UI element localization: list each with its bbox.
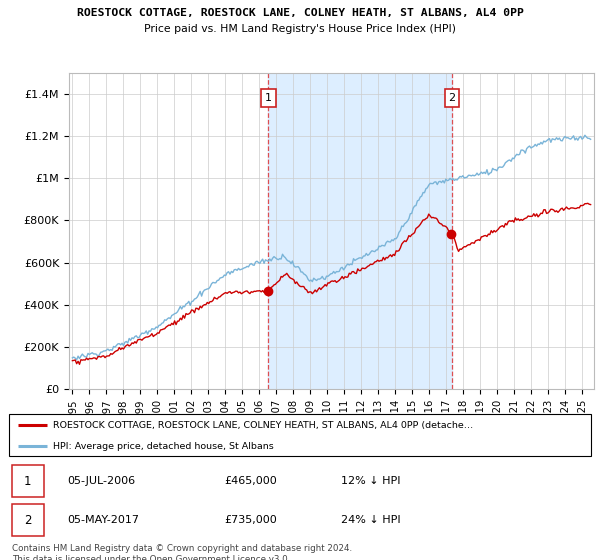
Text: £465,000: £465,000 — [224, 476, 277, 486]
Bar — [268, 73, 452, 389]
Text: 2: 2 — [24, 514, 32, 526]
Bar — [12, 465, 44, 497]
Text: ROESTOCK COTTAGE, ROESTOCK LANE, COLNEY HEATH, ST ALBANS, AL4 0PP: ROESTOCK COTTAGE, ROESTOCK LANE, COLNEY … — [77, 8, 523, 18]
Text: 2: 2 — [448, 93, 455, 103]
Text: 12% ↓ HPI: 12% ↓ HPI — [341, 476, 400, 486]
Text: 05-MAY-2017: 05-MAY-2017 — [67, 515, 139, 525]
Text: £735,000: £735,000 — [224, 515, 277, 525]
Bar — [12, 504, 44, 536]
Text: ROESTOCK COTTAGE, ROESTOCK LANE, COLNEY HEATH, ST ALBANS, AL4 0PP (detache…: ROESTOCK COTTAGE, ROESTOCK LANE, COLNEY … — [53, 421, 473, 430]
Text: 24% ↓ HPI: 24% ↓ HPI — [341, 515, 400, 525]
Text: 1: 1 — [24, 475, 32, 488]
Text: 05-JUL-2006: 05-JUL-2006 — [67, 476, 136, 486]
Text: Contains HM Land Registry data © Crown copyright and database right 2024.
This d: Contains HM Land Registry data © Crown c… — [12, 544, 352, 560]
Text: HPI: Average price, detached house, St Albans: HPI: Average price, detached house, St A… — [53, 442, 274, 451]
Text: Price paid vs. HM Land Registry's House Price Index (HPI): Price paid vs. HM Land Registry's House … — [144, 24, 456, 34]
Text: 1: 1 — [265, 93, 272, 103]
